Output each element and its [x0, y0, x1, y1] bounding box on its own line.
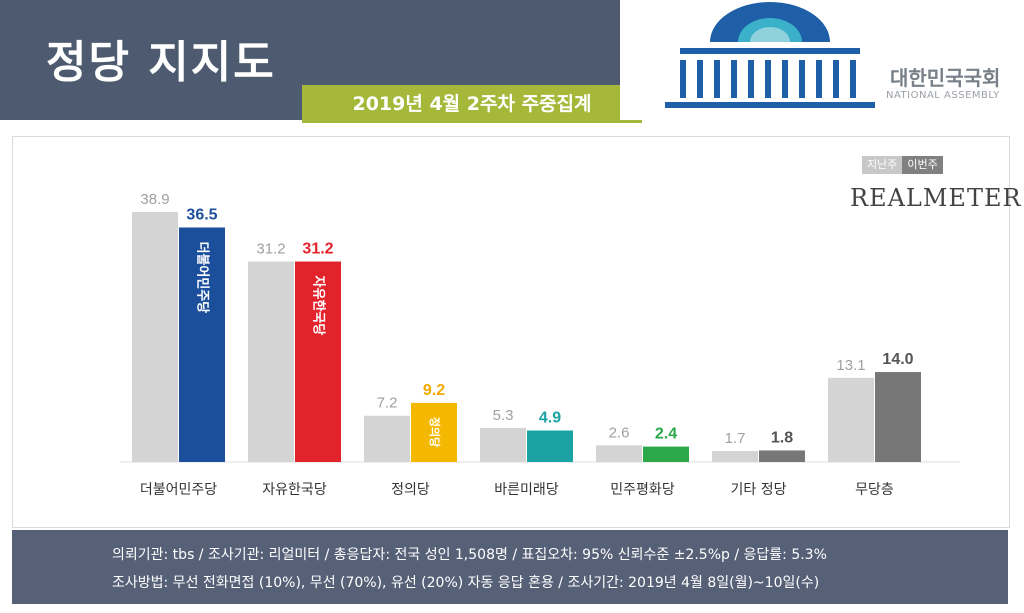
value-label-this-week: 9.2 [423, 382, 445, 399]
bar-prev-week [364, 415, 410, 462]
brand-realmeter: REALMETER [850, 184, 1022, 212]
bar-this-week [643, 446, 689, 462]
footer-line-1: 의뢰기관: tbs / 조사기관: 리얼미터 / 총응답자: 전국 성인 1,5… [112, 547, 827, 563]
value-label-prev-week: 7.2 [377, 395, 398, 412]
bar-prev-week [132, 212, 178, 462]
bar-this-week [179, 227, 225, 462]
legend-this-week: 이번주 [902, 156, 943, 174]
bar-this-week [759, 450, 805, 462]
category-label: 자유한국당 [262, 482, 327, 498]
value-label-prev-week: 2.6 [609, 424, 630, 441]
category-label: 바른미래당 [494, 482, 559, 498]
category-label: 민주평화당 [610, 482, 675, 498]
survey-period-label: 2019년 4월 2주차 주중집계 [302, 85, 642, 123]
value-label-prev-week: 38.9 [140, 191, 169, 208]
value-label-prev-week: 31.2 [256, 241, 285, 258]
bar-this-week [875, 372, 921, 462]
bar-this-week [527, 430, 573, 462]
value-label-prev-week: 13.1 [836, 357, 865, 374]
category-label: 무당층 [855, 482, 894, 498]
category-label: 더불어민주당 [140, 482, 217, 498]
bar-prev-week [596, 445, 642, 462]
chart-legend: 지난주 이번주 [862, 156, 943, 174]
value-label-prev-week: 5.3 [493, 407, 514, 424]
assembly-logo-name: 대한민국국회 [890, 66, 1001, 90]
assembly-logo-subtitle: NATIONAL ASSEMBLY [886, 90, 1000, 101]
bar-this-week [411, 402, 457, 462]
survey-footer: 의뢰기관: tbs / 조사기관: 리얼미터 / 총응답자: 전국 성인 1,5… [12, 530, 1008, 604]
bar-prev-week [248, 261, 294, 462]
party-logo-text: 자유한국당 [311, 276, 327, 336]
bar-prev-week [828, 377, 874, 462]
value-label-this-week: 4.9 [539, 410, 561, 427]
page-title: 정당 지지도 [46, 37, 276, 88]
category-label: 정의당 [391, 482, 430, 498]
value-label-this-week: 2.4 [655, 426, 677, 443]
party-logo-text: 더불어민주당 [195, 241, 211, 313]
bar-prev-week [712, 451, 758, 462]
value-label-this-week: 36.5 [186, 206, 217, 223]
party-logo-text: 정의당 [428, 417, 442, 447]
assembly-logo-panel [620, 0, 1024, 120]
value-label-this-week: 14.0 [882, 351, 913, 368]
value-label-this-week: 1.8 [771, 429, 793, 446]
chart-panel [12, 136, 1010, 528]
bar-this-week [295, 261, 341, 462]
category-label: 기타 정당 [731, 482, 787, 498]
legend-prev-week: 지난주 [862, 156, 903, 174]
assembly-building-icon [665, 2, 875, 108]
footer-line-2: 조사방법: 무선 전화면접 (10%), 무선 (70%), 유선 (20%) … [112, 575, 820, 591]
value-label-prev-week: 1.7 [725, 430, 746, 447]
value-label-this-week: 31.2 [302, 241, 333, 258]
bar-prev-week [480, 427, 526, 462]
